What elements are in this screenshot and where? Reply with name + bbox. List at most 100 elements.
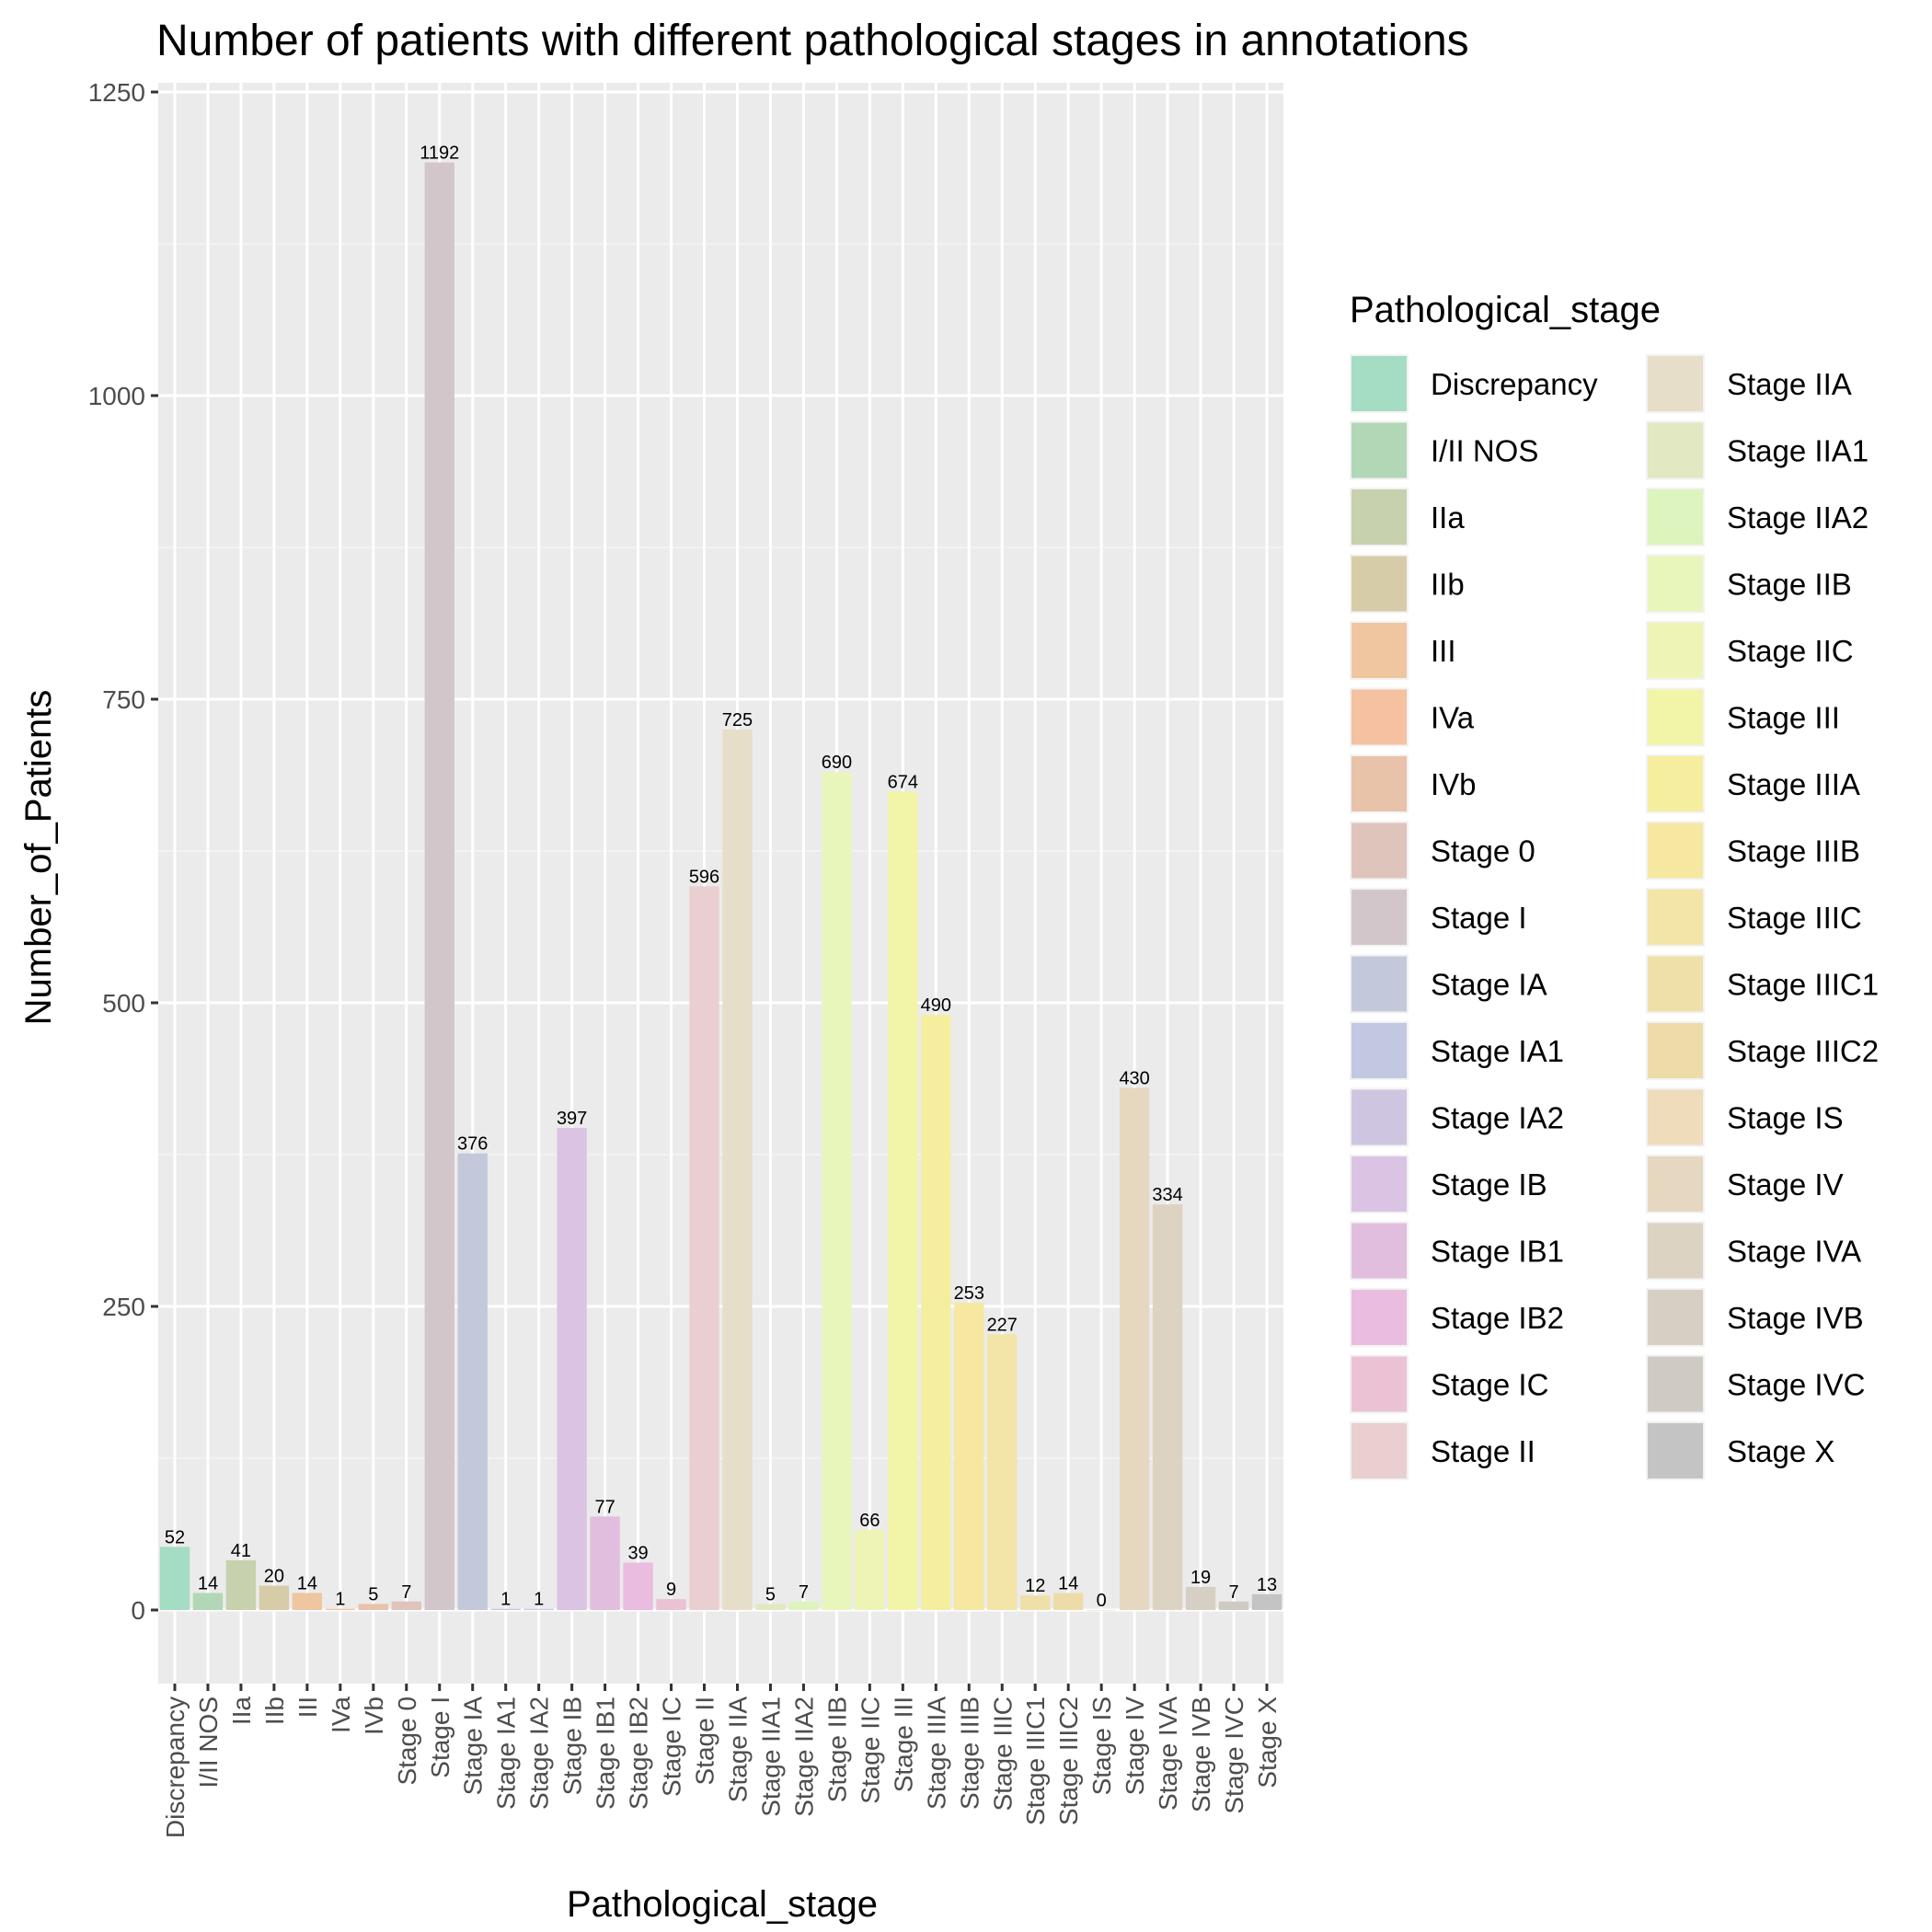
bar: [523, 1608, 554, 1610]
x-tick-label: IVb: [360, 1696, 388, 1735]
legend-key: [1351, 689, 1407, 745]
x-tick-label: IIb: [260, 1696, 289, 1725]
legend-label: Stage IA2: [1431, 1101, 1564, 1135]
bar: [358, 1604, 388, 1610]
bar: [457, 1153, 488, 1610]
x-tick-label: Stage IC: [658, 1696, 686, 1797]
legend-label: Stage IIIC: [1727, 901, 1862, 935]
bar: [888, 791, 918, 1610]
x-axis-title: Pathological_stage: [567, 1884, 878, 1925]
bar-value-label: 490: [921, 995, 951, 1016]
bar-value-label: 1192: [420, 144, 459, 164]
bar: [855, 1529, 885, 1610]
bar: [192, 1593, 224, 1610]
x-tick-label: Stage 0: [393, 1696, 421, 1786]
legend-label: Stage IIIB: [1727, 834, 1860, 868]
x-tick-label: Stage IIIC: [988, 1696, 1017, 1811]
legend-label: Stage IIIC2: [1727, 1034, 1879, 1068]
bar-value-label: 77: [594, 1497, 615, 1517]
bar: [921, 1015, 951, 1610]
legend-label: Stage IIA1: [1727, 434, 1869, 468]
bar-value-label: 7: [401, 1582, 411, 1603]
x-tick-label: Stage IIIC1: [1021, 1696, 1050, 1825]
x-tick-label: Stage IV: [1121, 1696, 1149, 1796]
x-tick-label: Stage IS: [1087, 1696, 1116, 1795]
bar-value-label: 253: [954, 1283, 984, 1304]
y-tick-label: 750: [102, 685, 145, 714]
x-tick-label: Stage IIC: [856, 1696, 884, 1804]
bar-value-label: 5: [368, 1584, 378, 1604]
bar: [1119, 1087, 1150, 1610]
legend-label: III: [1431, 634, 1456, 668]
bar-value-label: 14: [297, 1574, 317, 1594]
legend-key: [1351, 422, 1407, 478]
bar-value-label: 334: [1152, 1185, 1182, 1205]
bar-value-label: 12: [1025, 1576, 1045, 1596]
x-tick-label: Stage IA2: [525, 1696, 554, 1810]
bar-value-label: 227: [987, 1315, 1018, 1335]
legend-key: [1351, 1223, 1407, 1279]
bar-value-label: 20: [264, 1567, 284, 1587]
legend-key: [1648, 822, 1703, 879]
legend-key: [1648, 956, 1703, 1012]
bar-value-label: 7: [799, 1582, 809, 1603]
bar: [391, 1601, 421, 1610]
bar: [656, 1599, 686, 1610]
bar: [590, 1516, 620, 1610]
x-tick-label: IVa: [327, 1696, 355, 1733]
bar-value-label: 1: [500, 1590, 511, 1610]
y-axis-title: Number_of_Patients: [18, 690, 59, 1026]
bar-value-label: 1: [335, 1590, 345, 1610]
x-tick-label: Stage X: [1253, 1696, 1282, 1788]
bar-value-label: 1: [534, 1590, 544, 1610]
chart-title: Number of patients with different pathol…: [156, 17, 1469, 65]
legend-key: [1648, 623, 1703, 678]
x-tick-label: Stage IA: [459, 1696, 488, 1796]
legend-label: Stage IIC: [1727, 634, 1854, 668]
legend-key: [1351, 822, 1407, 879]
bar-value-label: 14: [198, 1574, 218, 1594]
legend-label: Stage IS: [1727, 1101, 1844, 1135]
legend-label: Stage IVB: [1727, 1301, 1864, 1335]
x-tick-label: IIa: [227, 1696, 256, 1726]
bar-value-label: 39: [627, 1544, 648, 1564]
bar: [954, 1303, 984, 1610]
bar-value-label: 674: [888, 772, 918, 792]
bar-value-label: 430: [1119, 1068, 1149, 1088]
bar: [325, 1608, 356, 1610]
bar: [292, 1593, 323, 1610]
legend-key: [1648, 689, 1703, 745]
bar: [1020, 1595, 1051, 1610]
bar: [755, 1604, 786, 1610]
legend-key: [1648, 890, 1703, 945]
legend-key: [1648, 1423, 1703, 1478]
legend-key: [1351, 556, 1407, 612]
bar-value-label: 41: [231, 1541, 251, 1561]
legend-key: [1648, 556, 1703, 612]
legend-key: [1648, 1356, 1703, 1412]
bar: [623, 1562, 653, 1610]
legend-label: Stage IA1: [1431, 1034, 1564, 1068]
legend-key: [1648, 1156, 1703, 1212]
legend-label: IVb: [1431, 767, 1477, 801]
x-tick-label: Discrepancy: [161, 1696, 190, 1838]
legend-label: IVa: [1431, 701, 1475, 735]
y-tick-label: 500: [102, 989, 145, 1018]
x-tick-label: Stage IIIC2: [1054, 1696, 1083, 1825]
legend-label: Stage IV: [1727, 1167, 1844, 1202]
legend-key: [1648, 1023, 1703, 1078]
y-tick-label: 0: [131, 1596, 145, 1625]
bar: [1086, 1610, 1117, 1611]
bar: [822, 772, 852, 1610]
x-tick-label: Stage IB1: [592, 1696, 620, 1810]
legend-label: Stage IIB: [1727, 568, 1852, 602]
legend-key: [1351, 489, 1407, 545]
bar: [1251, 1593, 1282, 1610]
x-tick-label: Stage IA1: [492, 1696, 521, 1810]
bar-value-label: 7: [1228, 1582, 1238, 1603]
bar: [1185, 1586, 1216, 1610]
x-tick-label: Stage IVA: [1154, 1696, 1182, 1811]
legend-key: [1351, 756, 1407, 811]
x-tick-label: Stage II: [691, 1696, 719, 1786]
